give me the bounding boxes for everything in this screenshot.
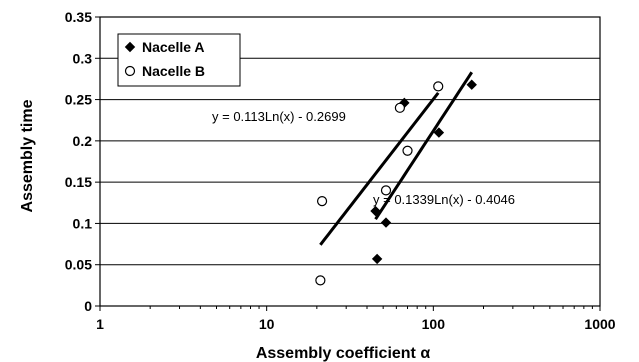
data-point-nacelle-a	[370, 205, 381, 217]
x-tick-label: 100	[422, 316, 446, 332]
tick-labels: 0 0.05 0.1 0.15 0.2 0.25 0.3 0.35 1 10 100 1000	[65, 9, 616, 332]
x-axis-title: Assembly coefficient α	[256, 345, 431, 362]
trendline-equations: y = 0.1339Ln(x) - 0.4046 y = 0.113Ln(x) -…	[212, 109, 515, 207]
y-tick-label: 0.15	[65, 174, 92, 190]
trendline-nacelle-a	[374, 71, 473, 221]
legend-marker-nacelle-a	[124, 41, 136, 53]
data-point-nacelle-b	[402, 145, 413, 156]
y-axis-title: Assembly time	[19, 99, 36, 212]
trendlines	[319, 71, 473, 246]
data-points	[315, 79, 477, 286]
plot-frame	[95, 16, 601, 311]
data-point-nacelle-a	[466, 79, 477, 90]
data-point-nacelle-b	[394, 102, 405, 113]
data-point-nacelle-b	[316, 196, 328, 207]
y-tick-label: 0.35	[65, 9, 92, 25]
y-tick-label: 0.05	[65, 257, 92, 273]
x-tick-label: 1000	[584, 316, 615, 332]
legend-box	[117, 33, 241, 87]
trendline-nacelle-b	[319, 91, 440, 246]
data-point-nacelle-a	[433, 127, 445, 138]
y-tick-label: 0.3	[73, 50, 93, 66]
y-tick-label: 0.25	[65, 92, 92, 108]
legend: Nacelle A Nacelle B	[117, 33, 241, 87]
legend-label: Nacelle B	[142, 63, 205, 79]
plot-border	[99, 16, 601, 307]
data-point-nacelle-b	[380, 185, 392, 196]
x-tick-label: 1	[96, 316, 104, 332]
x-tick-label: 10	[259, 316, 275, 332]
data-point-nacelle-b	[315, 275, 326, 286]
data-point-nacelle-b	[433, 81, 444, 92]
data-point-nacelle-a	[380, 217, 392, 228]
trendline-equation-label: y = 0.1339Ln(x) - 0.4046	[373, 192, 515, 207]
legend-marker-nacelle-b	[124, 65, 136, 77]
trendline-equation-label: y = 0.113Ln(x) - 0.2699	[212, 109, 346, 124]
data-point-nacelle-a	[371, 253, 383, 265]
y-tick-label: 0.2	[73, 133, 93, 149]
legend-label: Nacelle A	[142, 39, 205, 55]
y-tick-label: 0.1	[73, 215, 93, 231]
y-tick-label: 0	[84, 298, 92, 314]
